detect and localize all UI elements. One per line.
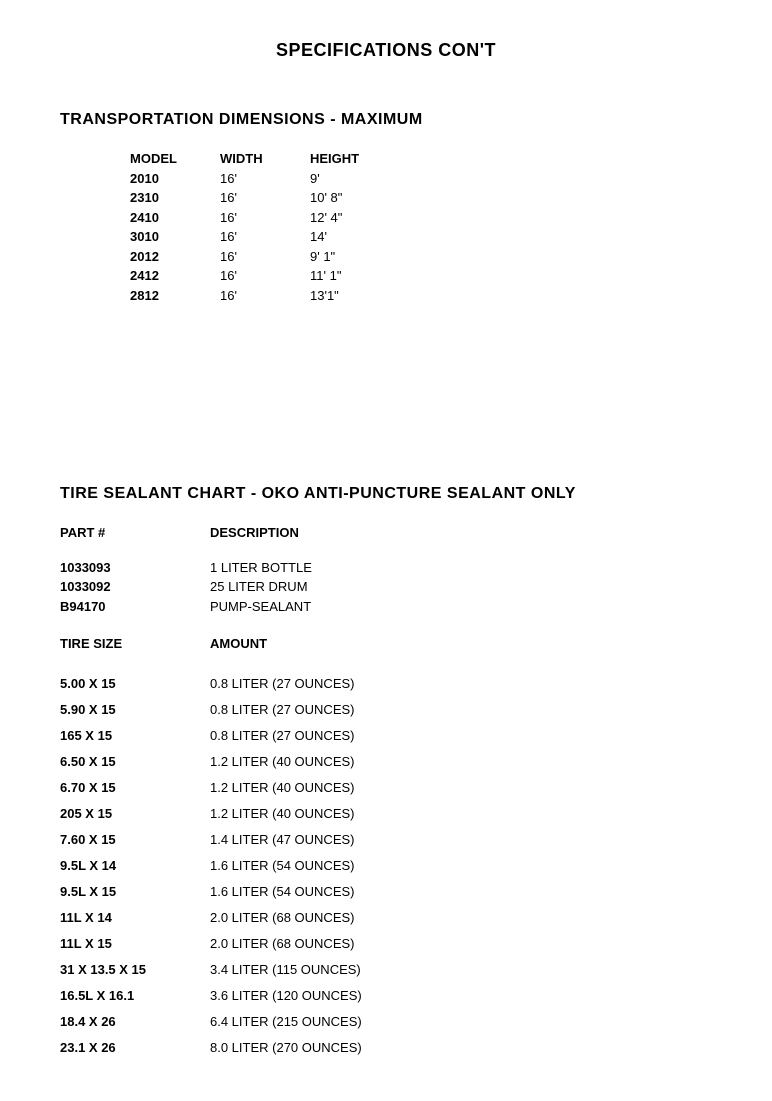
cell-amount: 2.0 LITER (68 OUNCES) <box>210 905 712 931</box>
cell-part-number: 1033092 <box>60 577 210 597</box>
table-row: 201016'9' <box>130 169 712 189</box>
cell-model: 3010 <box>130 227 220 247</box>
cell-width: 16' <box>220 247 310 267</box>
table-row: 11L X 152.0 LITER (68 OUNCES) <box>60 931 712 957</box>
cell-tire-size: 9.5L X 15 <box>60 879 210 905</box>
cell-amount: 6.4 LITER (215 OUNCES) <box>210 1009 712 1035</box>
col-header-model: MODEL <box>130 149 220 169</box>
table-row: 10330931 LITER BOTTLE <box>60 558 712 578</box>
cell-amount: 1.6 LITER (54 OUNCES) <box>210 853 712 879</box>
cell-amount: 3.4 LITER (115 OUNCES) <box>210 957 712 983</box>
table-header-row: TIRE SIZE AMOUNT <box>60 636 712 651</box>
cell-model: 2412 <box>130 266 220 286</box>
table-header-row: MODEL WIDTH HEIGHT <box>130 149 712 169</box>
cell-tire-size: 205 X 15 <box>60 801 210 827</box>
table-row: 241216'11' 1" <box>130 266 712 286</box>
table-row: 18.4 X 266.4 LITER (215 OUNCES) <box>60 1009 712 1035</box>
table-row: 103309225 LITER DRUM <box>60 577 712 597</box>
table-row: 9.5L X 141.6 LITER (54 OUNCES) <box>60 853 712 879</box>
cell-amount: 3.6 LITER (120 OUNCES) <box>210 983 712 1009</box>
table-row: 231016'10' 8" <box>130 188 712 208</box>
table-row: 241016'12' 4" <box>130 208 712 228</box>
cell-height: 9' <box>310 169 400 189</box>
cell-amount: 1.2 LITER (40 OUNCES) <box>210 775 712 801</box>
page-title: SPECIFICATIONS CON'T <box>60 40 712 61</box>
parts-table: PART # DESCRIPTION 10330931 LITER BOTTLE… <box>60 523 712 616</box>
cell-width: 16' <box>220 208 310 228</box>
col-header-description: DESCRIPTION <box>210 523 712 543</box>
col-header-width: WIDTH <box>220 149 310 169</box>
cell-tire-size: 6.70 X 15 <box>60 775 210 801</box>
cell-tire-size: 7.60 X 15 <box>60 827 210 853</box>
table-row: 5.00 X 150.8 LITER (27 OUNCES) <box>60 671 712 697</box>
table-row: 11L X 142.0 LITER (68 OUNCES) <box>60 905 712 931</box>
transport-heading: TRANSPORTATION DIMENSIONS - MAXIMUM <box>60 111 712 129</box>
cell-tire-size: 11L X 14 <box>60 905 210 931</box>
cell-amount: 0.8 LITER (27 OUNCES) <box>210 671 712 697</box>
cell-model: 2010 <box>130 169 220 189</box>
cell-tire-size: 5.00 X 15 <box>60 671 210 697</box>
cell-width: 16' <box>220 266 310 286</box>
table-row: 5.90 X 150.8 LITER (27 OUNCES) <box>60 697 712 723</box>
cell-tire-size: 6.50 X 15 <box>60 749 210 775</box>
transport-dimensions-table: MODEL WIDTH HEIGHT 201016'9'231016'10' 8… <box>130 149 712 305</box>
tire-sealant-table: TIRE SIZE AMOUNT 5.00 X 150.8 LITER (27 … <box>60 636 712 1061</box>
cell-amount: 1.4 LITER (47 OUNCES) <box>210 827 712 853</box>
cell-width: 16' <box>220 286 310 306</box>
cell-tire-size: 11L X 15 <box>60 931 210 957</box>
table-header-row: PART # DESCRIPTION <box>60 523 712 543</box>
col-header-height: HEIGHT <box>310 149 400 169</box>
cell-width: 16' <box>220 227 310 247</box>
cell-amount: 0.8 LITER (27 OUNCES) <box>210 723 712 749</box>
table-row: 281216'13'1" <box>130 286 712 306</box>
cell-height: 11' 1" <box>310 266 400 286</box>
cell-tire-size: 31 X 13.5 X 15 <box>60 957 210 983</box>
col-header-amount: AMOUNT <box>210 636 712 651</box>
cell-tire-size: 18.4 X 26 <box>60 1009 210 1035</box>
col-header-part: PART # <box>60 523 210 543</box>
table-row: 6.50 X 151.2 LITER (40 OUNCES) <box>60 749 712 775</box>
cell-height: 14' <box>310 227 400 247</box>
table-row: 201216'9' 1" <box>130 247 712 267</box>
table-row: 31 X 13.5 X 153.4 LITER (115 OUNCES) <box>60 957 712 983</box>
table-row: 9.5L X 151.6 LITER (54 OUNCES) <box>60 879 712 905</box>
sealant-heading: TIRE SEALANT CHART - OKO ANTI-PUNCTURE S… <box>60 485 712 503</box>
table-row: 165 X 150.8 LITER (27 OUNCES) <box>60 723 712 749</box>
cell-amount: 0.8 LITER (27 OUNCES) <box>210 697 712 723</box>
cell-tire-size: 9.5L X 14 <box>60 853 210 879</box>
cell-model: 2812 <box>130 286 220 306</box>
cell-model: 2410 <box>130 208 220 228</box>
cell-height: 12' 4" <box>310 208 400 228</box>
cell-width: 16' <box>220 188 310 208</box>
cell-tire-size: 165 X 15 <box>60 723 210 749</box>
cell-amount: 1.2 LITER (40 OUNCES) <box>210 749 712 775</box>
cell-height: 9' 1" <box>310 247 400 267</box>
table-row: 6.70 X 151.2 LITER (40 OUNCES) <box>60 775 712 801</box>
table-row: 205 X 151.2 LITER (40 OUNCES) <box>60 801 712 827</box>
cell-description: 25 LITER DRUM <box>210 577 712 597</box>
cell-height: 13'1" <box>310 286 400 306</box>
cell-amount: 8.0 LITER (270 OUNCES) <box>210 1035 712 1061</box>
cell-model: 2310 <box>130 188 220 208</box>
table-row: 7.60 X 151.4 LITER (47 OUNCES) <box>60 827 712 853</box>
cell-amount: 1.6 LITER (54 OUNCES) <box>210 879 712 905</box>
cell-amount: 1.2 LITER (40 OUNCES) <box>210 801 712 827</box>
cell-part-number: B94170 <box>60 597 210 617</box>
cell-part-number: 1033093 <box>60 558 210 578</box>
col-header-tire-size: TIRE SIZE <box>60 636 210 651</box>
cell-height: 10' 8" <box>310 188 400 208</box>
cell-tire-size: 5.90 X 15 <box>60 697 210 723</box>
cell-width: 16' <box>220 169 310 189</box>
table-row: B94170PUMP-SEALANT <box>60 597 712 617</box>
cell-tire-size: 16.5L X 16.1 <box>60 983 210 1009</box>
table-row: 16.5L X 16.13.6 LITER (120 OUNCES) <box>60 983 712 1009</box>
table-row: 301016'14' <box>130 227 712 247</box>
cell-description: PUMP-SEALANT <box>210 597 712 617</box>
cell-amount: 2.0 LITER (68 OUNCES) <box>210 931 712 957</box>
cell-model: 2012 <box>130 247 220 267</box>
cell-description: 1 LITER BOTTLE <box>210 558 712 578</box>
table-row: 23.1 X 268.0 LITER (270 OUNCES) <box>60 1035 712 1061</box>
cell-tire-size: 23.1 X 26 <box>60 1035 210 1061</box>
